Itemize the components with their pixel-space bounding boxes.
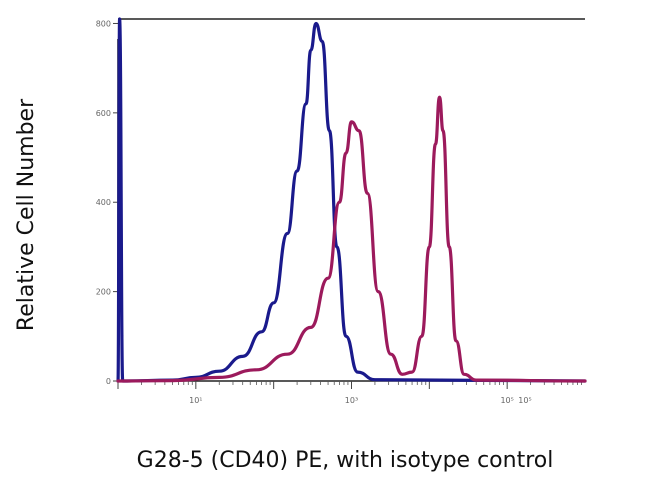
x-tick-label: 10³	[345, 396, 358, 405]
series-layer	[116, 17, 587, 383]
x-axis: 10¹ 10³ 10⁵ 10⁵	[117, 380, 585, 405]
x-axis-label: G28-5 (CD40) PE, with isotype control	[137, 448, 554, 473]
y-axis: 0 200 400 600 800	[96, 19, 119, 386]
series-line-2	[116, 95, 587, 383]
x-tick-label: 10⁵	[500, 396, 513, 405]
y-axis-label: Relative Cell Number	[14, 98, 39, 331]
x-tick-label: 10¹	[189, 396, 202, 405]
y-tick-label: 600	[96, 109, 111, 118]
y-tick-label: 800	[96, 19, 111, 28]
series-line-1	[116, 17, 587, 383]
y-tick-label: 400	[96, 198, 111, 207]
y-tick-label: 200	[96, 288, 111, 297]
x-tick-label: 10⁵	[518, 396, 531, 405]
y-tick-label: 0	[106, 377, 111, 386]
